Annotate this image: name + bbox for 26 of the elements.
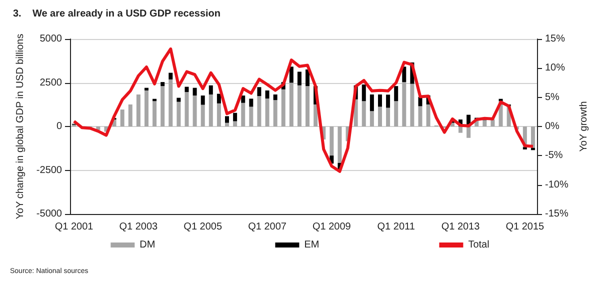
legend-label: EM (304, 240, 320, 250)
y2-tick-label: -10% (545, 179, 568, 190)
x-tick-label: Q1 2009 (312, 222, 352, 232)
y-tick-label: 5000 (40, 34, 62, 44)
y-tick-label: 2500 (40, 77, 62, 88)
y2-tick-label: -15% (545, 208, 568, 220)
chart-title: 3. We are already in a USD GDP recession (13, 8, 221, 20)
y-axis-title: YoY change in global GDP in USD billions (15, 34, 26, 220)
x-tick-label: Q1 2015 (506, 222, 545, 232)
x-tick-label: Q1 2011 (377, 222, 416, 232)
y-tick-label: 0 (56, 121, 62, 132)
y-tick-label: -2500 (36, 164, 62, 176)
legend-label: Total (468, 240, 490, 250)
y2-tick-label: 10% (545, 62, 566, 74)
x-tick-label: Q1 2001 (54, 222, 94, 232)
y2-tick-label: 0% (545, 121, 560, 132)
x-tick-label: Q1 2007 (248, 222, 287, 232)
y2-tick-label: -5% (545, 150, 563, 162)
y2-tick-label: 5% (545, 92, 560, 103)
x-tick-label: Q1 2013 (441, 222, 480, 232)
x-tick-label: Q1 2003 (119, 222, 158, 232)
y2-axis-title: YoY growth (578, 101, 590, 152)
legend-label: DM (140, 240, 156, 250)
x-tick-label: Q1 2005 (184, 222, 222, 232)
y2-tick-label: 15% (545, 34, 566, 44)
y-tick-label: -5000 (36, 208, 62, 220)
